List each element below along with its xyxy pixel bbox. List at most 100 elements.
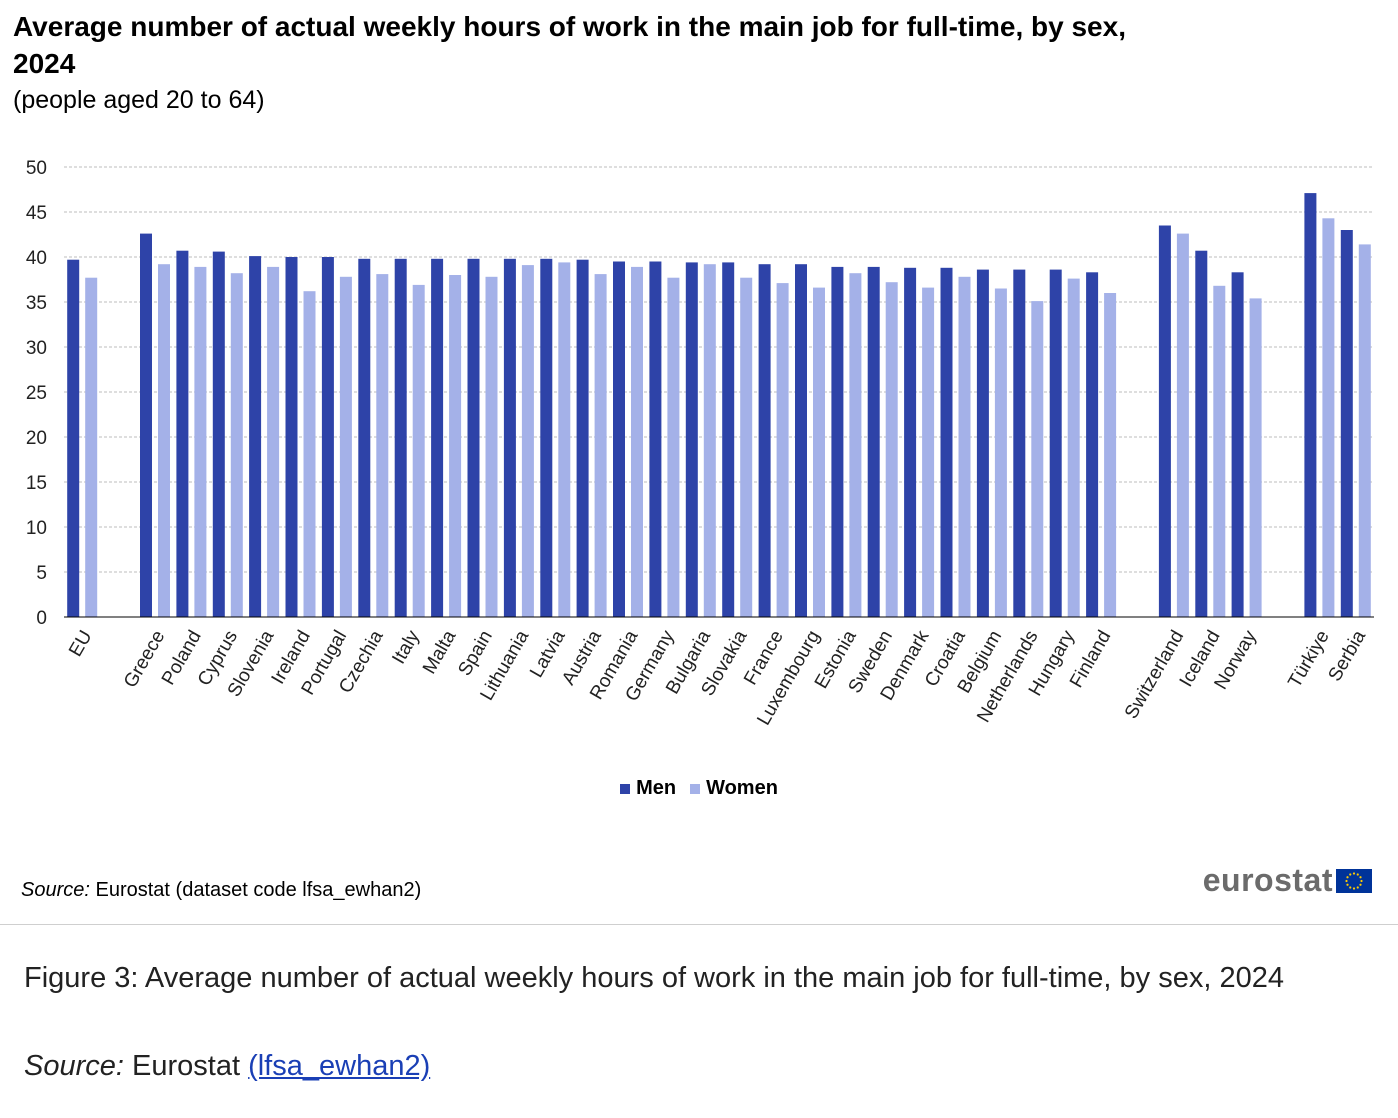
y-tick-label-15: 15 <box>26 473 47 494</box>
bar-women-slovenia <box>267 266 280 617</box>
y-tick-label-50: 50 <box>26 158 47 179</box>
bar-women-switzerland <box>1176 233 1189 617</box>
bar-men-slovenia <box>249 256 262 617</box>
figure-source-text: Eurostat <box>123 1050 249 1082</box>
flag-star <box>1352 886 1356 890</box>
bar-women-belgium <box>994 288 1007 617</box>
legend-label-men: Men <box>636 777 677 799</box>
legend-item-men: Men <box>620 777 676 800</box>
bar-women-ireland <box>303 291 316 617</box>
flag-star <box>1345 879 1348 882</box>
chart-source: Source: Eurostat (dataset code lfsa_ewha… <box>21 879 421 902</box>
y-tick-label-35: 35 <box>26 293 47 314</box>
bar-men-spain <box>467 258 480 617</box>
bar-men-switzerland <box>1158 225 1171 617</box>
flag-star <box>1359 883 1362 886</box>
legend-label-women: Women <box>706 777 778 799</box>
x-tick-label-serbia: Serbia <box>1324 627 1370 685</box>
bar-men-bulgaria <box>685 262 698 617</box>
figure-caption: Figure 3: Average number of actual weekl… <box>24 962 1284 994</box>
bar-men-iceland <box>1195 250 1208 617</box>
bar-women-norway <box>1249 298 1262 617</box>
bar-men-cyprus <box>212 251 225 617</box>
bar-women-finland <box>1104 293 1117 617</box>
flag-star <box>1359 875 1362 878</box>
bar-men-lithuania <box>503 258 516 617</box>
y-tick-label-45: 45 <box>26 203 47 224</box>
x-tick-label-turkiye: Türkiye <box>1284 627 1333 691</box>
y-tick-label-10: 10 <box>26 518 47 539</box>
y-tick-label-0: 0 <box>36 608 47 629</box>
y-tick-label-30: 30 <box>26 338 47 359</box>
figure-source-label: Source: <box>24 1050 124 1082</box>
y-tick-label-5: 5 <box>36 563 47 584</box>
bar-men-luxembourg <box>795 264 807 617</box>
bar-women-czechia <box>376 274 389 617</box>
bar-women-france <box>776 283 789 617</box>
x-axis-labels: EU GreecePolandCyprusSloveniaIrelandPortu… <box>65 627 1370 729</box>
eurostat-logo-text: eurostat <box>1202 862 1333 898</box>
flag-star <box>1356 872 1359 876</box>
bar-men-croatia <box>940 267 953 617</box>
flag-star <box>1346 875 1349 878</box>
bar-men-italy <box>394 258 407 617</box>
chart-subtitle: (people aged 20 to 64) <box>13 86 265 114</box>
y-tick-label-25: 25 <box>26 383 47 404</box>
bar-women-poland <box>194 266 207 617</box>
bar-men-belgium <box>976 269 989 617</box>
eurostat-logo: eurostat <box>1203 862 1372 899</box>
bar-women-malta <box>449 275 462 617</box>
bar-men-finland <box>1086 272 1099 617</box>
eu-flag-icon <box>1336 868 1372 893</box>
bar-men-france <box>758 264 771 617</box>
figure-source: Source: Eurostat (lfsa_ewhan2) <box>24 1050 430 1083</box>
bar-men-austria <box>576 259 589 617</box>
bar-women-bulgaria <box>703 264 716 617</box>
bar-men-ireland <box>285 257 298 617</box>
bar-men-denmark <box>904 267 917 617</box>
bar-women-luxembourg <box>813 287 825 617</box>
legend-swatch-men <box>620 783 631 794</box>
x-tick-label-greece: Greece <box>120 627 169 691</box>
bar-women-slovakia <box>740 277 753 617</box>
flag-star <box>1349 872 1352 876</box>
bar-men-slovakia <box>722 262 735 617</box>
bar-men-portugal <box>321 257 334 617</box>
bar-women-turkiye <box>1322 218 1335 618</box>
bar-women-portugal <box>339 276 352 617</box>
x-tick-label-italy: Italy <box>388 627 424 668</box>
bar-men-hungary <box>1049 269 1062 617</box>
bar-men-germany <box>649 261 662 617</box>
flag-star <box>1349 885 1352 889</box>
bar-women-italy <box>412 284 425 617</box>
bar-women-greece <box>158 264 170 617</box>
bar-men-latvia <box>540 258 553 617</box>
bar-women-cyprus <box>230 273 243 617</box>
dataset-link[interactable]: (lfsa_ewhan2) <box>248 1050 431 1082</box>
chart-title: Average number of actual weekly hours of… <box>13 11 1126 79</box>
bar-women-serbia <box>1358 244 1371 617</box>
bar-women-estonia <box>849 273 862 617</box>
chart-source-label: Source: <box>21 879 90 901</box>
bar-men-serbia <box>1340 230 1353 617</box>
x-tick-label-eu: EU <box>65 627 96 660</box>
bar-women-latvia <box>558 262 571 617</box>
bar-men-netherlands <box>1013 269 1026 617</box>
y-tick-label-20: 20 <box>26 428 47 449</box>
bars <box>67 193 1371 618</box>
bar-women-denmark <box>922 287 935 617</box>
bar-women-germany <box>667 277 680 617</box>
bar-women-romania <box>631 266 643 617</box>
bar-men-czechia <box>358 258 371 617</box>
bar-men-poland <box>176 250 189 617</box>
bar-men-norway <box>1231 272 1244 617</box>
bar-women-austria <box>594 274 607 617</box>
bar-women-iceland <box>1213 285 1226 617</box>
legend-swatch-women <box>690 783 701 794</box>
y-axis-ticks: 0 5 10 15 20 25 30 35 40 45 50 <box>26 158 47 629</box>
bar-women-hungary <box>1067 278 1080 617</box>
bar-men-eu <box>67 259 80 617</box>
y-tick-label-40: 40 <box>26 248 47 269</box>
bar-women-lithuania <box>521 265 534 617</box>
